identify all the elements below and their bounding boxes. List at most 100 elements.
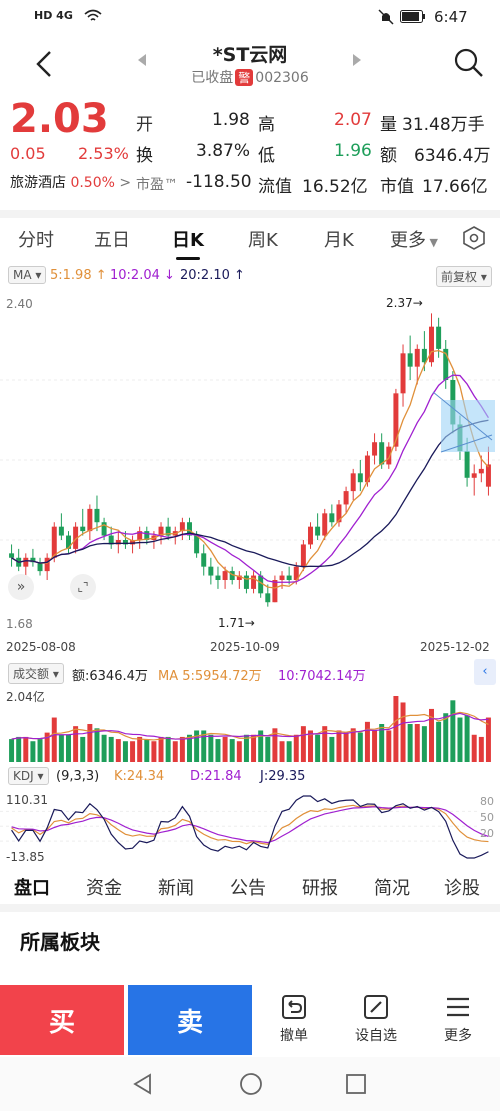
tab-daily-k[interactable]: 日K [172,226,204,260]
tab-research[interactable]: 研报 [302,878,338,899]
date-mid: 2025-10-09 [210,640,280,654]
kdj-selector[interactable]: KDJ ▾ [8,767,49,785]
volume-bar [357,732,363,762]
kdj-k: K:24.34 [114,769,165,784]
kdj-j: J:29.35 [260,769,306,784]
buy-button[interactable]: 买 [0,985,124,1055]
adjust-selector[interactable]: 前复权 ▾ [436,266,492,287]
nav-recents-icon[interactable] [345,1073,367,1095]
add-watchlist-button[interactable]: 设自选 [336,993,416,1045]
tab-orderbook[interactable]: 盘口 [14,874,50,908]
kdj-bottom: -13.85 [6,850,45,864]
nav-home-icon[interactable] [239,1072,263,1096]
quote-panel: 2.03 0.05 2.53% 旅游酒店 0.50% > 开 1.98 高 2.… [0,96,500,206]
kdj-top: 110.31 [6,793,48,807]
selection-highlight [441,400,495,452]
volume-bar [407,724,413,762]
volume-bar [300,726,306,762]
volume-bar [364,721,370,762]
candle-body [471,473,477,478]
candle-body [293,566,299,580]
volume-chart[interactable] [0,686,500,762]
volume-bar [222,736,228,762]
volume-label: 成交额 [13,667,50,681]
tab-announcements[interactable]: 公告 [230,878,266,899]
network-indicator: HD 4G [34,9,73,22]
ma-label: MA [13,268,32,282]
sector-link[interactable]: 旅游酒店 0.50% > [10,172,131,192]
cancel-order-button[interactable]: 撤单 [254,993,334,1045]
kdj-chart[interactable] [0,790,500,866]
tab-intraday[interactable]: 分时 [18,230,54,251]
candle-body [485,464,491,487]
system-nav-bar [0,1057,500,1111]
volume-bar [179,736,185,762]
volume-label: 量 [380,115,397,135]
tab-diagnosis[interactable]: 诊股 [444,878,480,899]
volume-bar [272,728,278,762]
tab-profile[interactable]: 简况 [374,878,410,899]
tab-news[interactable]: 新闻 [158,878,194,899]
volume-bar [293,734,299,762]
candle-body [94,508,100,523]
low-marker: 1.71→ [218,616,255,630]
tab-monthly-k[interactable]: 月K [324,230,354,251]
chevron-right-icon: > [119,175,132,191]
settings-hex-icon[interactable] [462,226,486,250]
sell-button[interactable]: 卖 [128,985,252,1055]
tab-five-day[interactable]: 五日 [94,230,130,251]
fullscreen-icon[interactable]: ⌞⌝ [70,574,96,600]
candle-body [443,348,449,380]
volume-bar [329,736,335,762]
collapse-panel-button[interactable]: ‹ [474,659,496,685]
candle-body [436,326,442,349]
candle-body [194,535,200,554]
volume-bar [322,726,328,762]
volume-bar [251,734,257,762]
expand-left-button[interactable]: » [8,574,34,600]
volume-bar [137,736,143,762]
pe-value: -118.50 [186,172,252,192]
volume-bar [122,741,128,762]
tab-funds[interactable]: 资金 [86,878,122,899]
candle-body [258,575,264,594]
volume-bar [16,736,22,762]
nav-back-icon[interactable] [132,1073,152,1095]
candle-body [407,353,413,367]
y-axis-min: 1.68 [6,617,33,631]
stock-subtitle: 已收盘警 002306 [0,67,500,87]
tab-more[interactable]: 更多 ▼ [390,226,438,252]
volume-bar [115,739,121,762]
candle-body [73,526,79,549]
candle-body [236,575,242,580]
period-tabs: 分时 五日 日K 周K 月K 更多 ▼ [0,218,500,260]
more-label: 更多 [444,1028,472,1044]
volume-bar [400,702,406,762]
candlestick-chart[interactable] [0,290,500,640]
candle-body [286,575,292,580]
volume-ma10: 10:7042.14万 [278,669,366,684]
candle-body [393,393,399,447]
candle-body [108,535,114,545]
candle-body [44,557,50,572]
prev-stock-icon[interactable] [137,54,147,66]
info-tabs: 盘口 资金 新闻 公告 研报 简况 诊股 [0,868,500,908]
next-stock-icon[interactable] [352,54,362,66]
ma10-text: 10:2.04 [110,268,160,283]
volume-bar [158,736,164,762]
kdj-d: D:21.84 [190,769,242,784]
battery-icon [400,10,425,23]
more-button[interactable]: 更多 [418,993,498,1045]
price-change: 0.05 [10,144,46,163]
back-icon[interactable] [34,50,54,78]
divider [0,904,500,912]
search-icon[interactable] [454,48,484,78]
ma-selector[interactable]: MA ▾ [8,266,47,284]
tab-weekly-k[interactable]: 周K [248,230,278,251]
trade-action-bar: 买 卖 撤单 设自选 更多 [0,985,500,1057]
candle-body [137,531,143,540]
volume-selector[interactable]: 成交额 ▾ [8,663,64,684]
y-axis-max: 2.40 [6,297,33,311]
trend-line [432,391,493,441]
candle-body [329,513,335,523]
